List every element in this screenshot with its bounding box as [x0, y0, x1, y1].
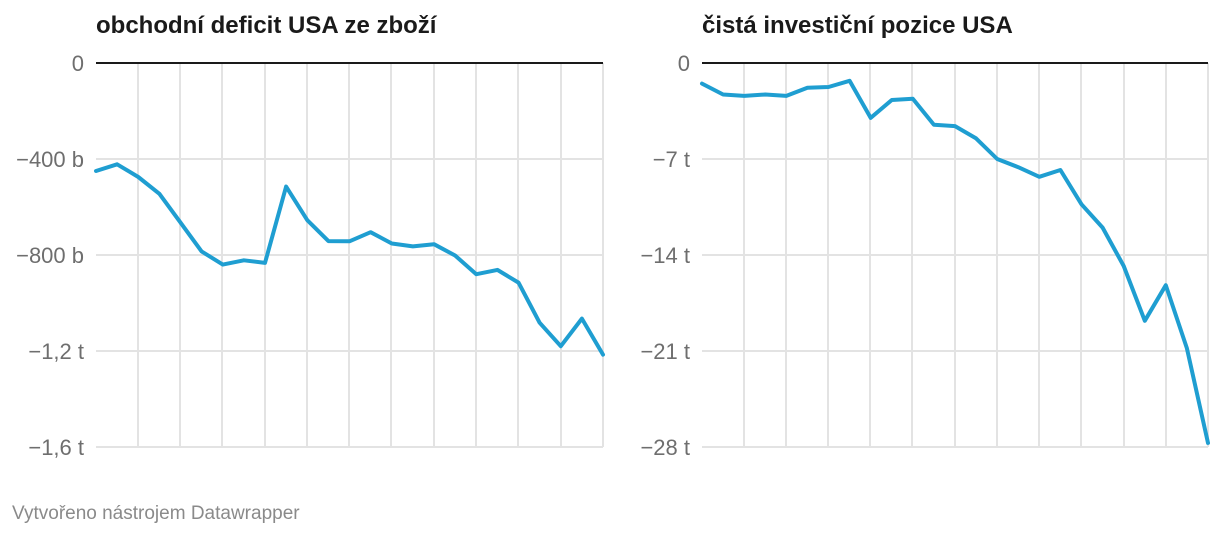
chart-title-trade-deficit: obchodní deficit USA ze zboží	[96, 12, 437, 39]
y-tick-label: −1,2 t	[28, 339, 84, 364]
y-tick-label: −14 t	[640, 243, 690, 268]
chart-title-investment-position: čistá investiční pozice USA	[702, 12, 1013, 39]
y-tick-label: 0	[72, 51, 84, 76]
y-tick-label: −21 t	[640, 339, 690, 364]
series-line	[700, 78, 1210, 445]
trade-deficit-chart: 0 −400 b −800 b −1,2 t −1,6 t	[16, 51, 605, 460]
y-tick-label: −1,6 t	[28, 435, 84, 460]
y-tick-label: 0	[678, 51, 690, 76]
investment-position-chart: 0 −7 t −14 t −21 t −28 t	[640, 51, 1210, 460]
y-tick-label: −800 b	[16, 243, 84, 268]
y-tick-label: −7 t	[653, 147, 690, 172]
y-tick-label: −400 b	[16, 147, 84, 172]
footer-credit: Vytvořeno nástrojem Datawrapper	[12, 503, 300, 524]
y-tick-label: −28 t	[640, 435, 690, 460]
series-line	[94, 162, 605, 357]
